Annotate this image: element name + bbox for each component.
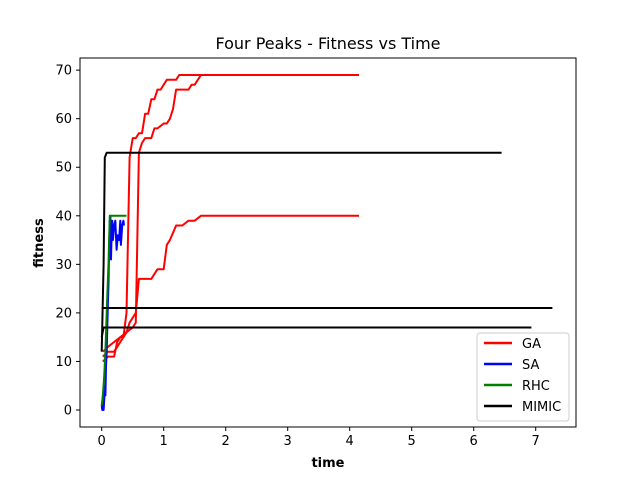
y-tick-label: 10	[55, 355, 72, 370]
x-tick-label: 2	[222, 434, 230, 449]
x-tick-label: 3	[284, 434, 292, 449]
x-tick-label: 6	[470, 434, 478, 449]
chart-title: Four Peaks - Fitness vs Time	[215, 34, 440, 53]
y-tick-label: 0	[64, 404, 72, 419]
legend-box	[476, 332, 570, 422]
x-tick-label: 5	[408, 434, 416, 449]
plot-frame	[79, 57, 577, 428]
legend: GA SA RHC MIMIC	[476, 332, 570, 422]
x-tick-label: 4	[346, 434, 354, 449]
x-tick-label: 1	[160, 434, 168, 449]
series-line-sa-3	[100, 214, 125, 411]
legend-label-rhc: RHC	[522, 379, 550, 394]
legend-label-mimic: MIMIC	[522, 400, 561, 415]
y-axis-label: fitness	[32, 218, 47, 268]
x-axis-label: time	[311, 456, 344, 471]
y-tick-label: 70	[55, 64, 72, 79]
y-tick-label: 60	[55, 112, 72, 127]
y-tick-label: 20	[55, 306, 72, 321]
legend-label-sa: SA	[522, 358, 539, 373]
y-tick-label: 50	[55, 161, 72, 176]
series-line-ga-2	[102, 74, 338, 353]
x-tick-label: 7	[532, 434, 540, 449]
series-layer	[100, 74, 553, 411]
series-line-mimic-7	[100, 326, 532, 338]
legend-label-ga: GA	[522, 337, 541, 352]
series-line-ga-0	[102, 214, 359, 363]
x-tick-label: 0	[98, 434, 106, 449]
x-axis: 0 1 2 3 4 5 6 7	[98, 427, 540, 449]
y-axis: 0 10 20 30 40 50 60 70	[55, 64, 80, 419]
series-line-rhc-4	[100, 214, 127, 406]
y-tick-label: 40	[55, 209, 72, 224]
series-line-ga-1	[102, 74, 359, 358]
y-tick-label: 30	[55, 258, 72, 273]
series-line-mimic-5	[100, 151, 502, 352]
